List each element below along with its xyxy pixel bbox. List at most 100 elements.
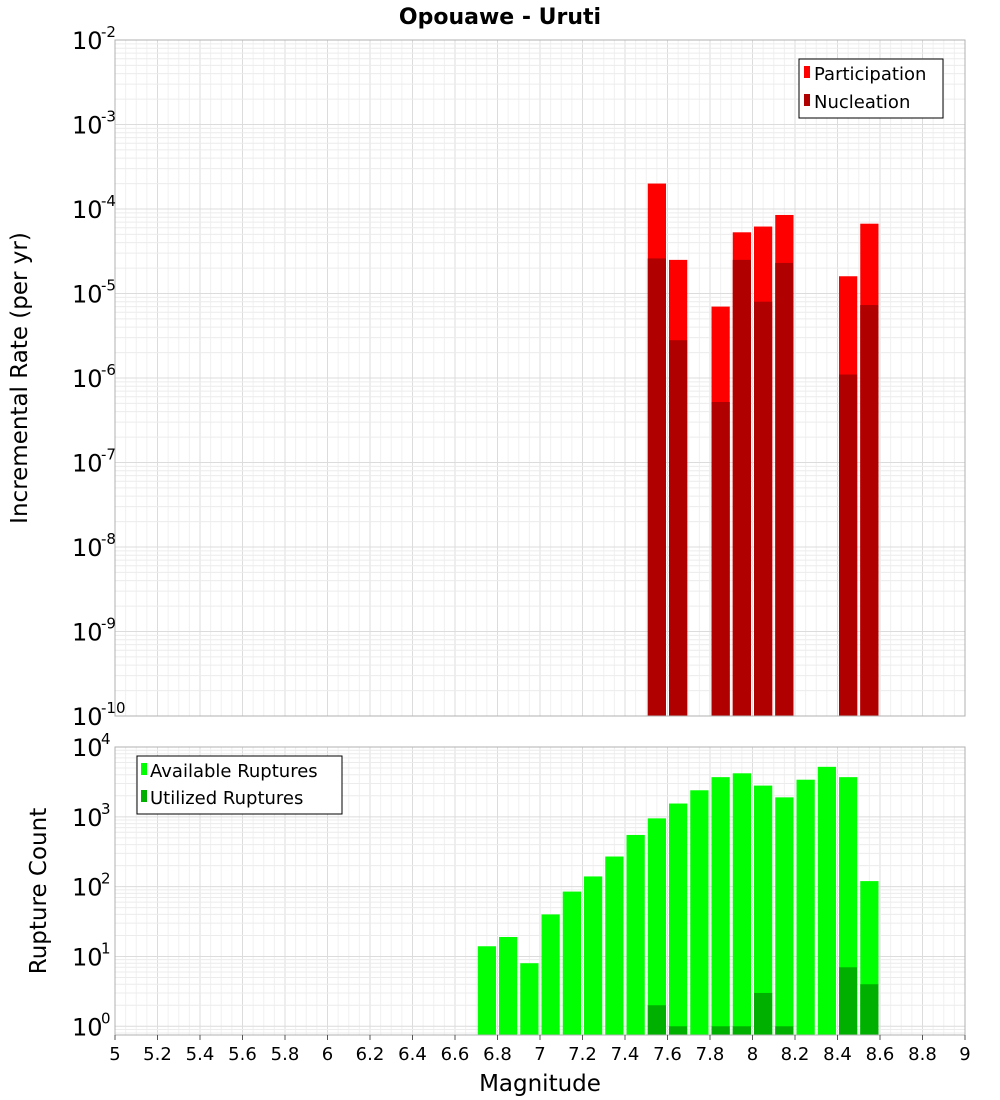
- rate-bar-nucleation: [647, 258, 666, 716]
- count-bar-available-ruptures: [669, 803, 688, 1035]
- x-tick-label: 6: [322, 1044, 333, 1065]
- x-tick-label: 5.6: [228, 1044, 257, 1065]
- rate-y-tick-exponent: -5: [101, 277, 116, 295]
- x-tick-label: 5.8: [271, 1044, 300, 1065]
- count-y-axis-label: Rupture Count: [26, 808, 52, 974]
- count-y-tick-exponent: 1: [101, 939, 111, 957]
- count-y-tick-exponent: 3: [101, 800, 111, 818]
- count-y-tick-label: 10: [72, 1013, 103, 1041]
- rate-legend-box: [798, 58, 944, 119]
- count-bar-utilized-ruptures: [839, 967, 858, 1035]
- rate-y-tick-label: 10: [72, 450, 103, 478]
- rate-y-tick-exponent: -6: [101, 361, 116, 379]
- count-y-tick-label: 10: [72, 804, 103, 832]
- rate-bar-nucleation: [732, 259, 751, 716]
- x-tick-label: 8.6: [866, 1044, 895, 1065]
- x-tick-label: 6.6: [441, 1044, 470, 1065]
- rate-bar-nucleation: [669, 340, 688, 716]
- x-tick-label: 6.8: [483, 1044, 512, 1065]
- legend-label-utilized: Utilized Ruptures: [150, 788, 303, 809]
- count-y-tick-label: 10: [72, 874, 103, 902]
- count-legend: Available Ruptures Utilized Ruptures: [136, 755, 343, 815]
- count-y-tick-exponent: 4: [101, 730, 111, 748]
- x-tick-label: 7.2: [568, 1044, 597, 1065]
- count-y-tick-exponent: 0: [101, 1009, 111, 1027]
- rate-y-tick-label: 10: [72, 112, 103, 140]
- count-bar-available-ruptures: [477, 946, 496, 1035]
- count-y-tick-label: 10: [72, 734, 103, 762]
- count-bar-available-ruptures: [754, 785, 773, 1035]
- rate-plot-border: [114, 39, 966, 717]
- x-tick-label: 6.2: [356, 1044, 385, 1065]
- count-y-tick-label: 10: [72, 943, 103, 971]
- count-bars: [477, 766, 879, 1035]
- chart-title: Opouawe - Uruti: [399, 5, 601, 30]
- legend-swatch-participation: [804, 66, 810, 78]
- rate-bar-nucleation: [839, 374, 858, 716]
- legend-label-nucleation: Nucleation: [814, 92, 910, 113]
- count-bar-available-ruptures: [562, 891, 581, 1035]
- rate-y-tick-exponent: -4: [101, 192, 116, 210]
- x-tick-label: 6.4: [398, 1044, 427, 1065]
- x-tick-label: 7.6: [653, 1044, 682, 1065]
- x-axis-label: Magnitude: [479, 1071, 601, 1097]
- legend-label-participation: Participation: [814, 64, 926, 85]
- count-bar-available-ruptures: [605, 856, 624, 1035]
- count-bar-available-ruptures: [541, 914, 560, 1035]
- legend-swatch-utilized: [141, 790, 147, 802]
- count-bar-available-ruptures: [690, 790, 709, 1035]
- count-bar-available-ruptures: [775, 797, 794, 1035]
- count-x-ticks: 5 5.2 5.4 5.6 5.8 6 6.2 6.4 6.6 6.8 7 7.2 7.4 7.6 7.8 8…: [109, 1035, 971, 1065]
- rate-y-tick-exponent: -9: [101, 615, 116, 633]
- rate-y-tick-exponent: -2: [101, 23, 116, 41]
- rate-y-tick-label: 10: [72, 365, 103, 393]
- count-bar-available-ruptures: [520, 963, 539, 1035]
- count-bar-available-ruptures: [626, 834, 645, 1035]
- count-bar-utilized-ruptures: [711, 1026, 730, 1035]
- count-bar-utilized-ruptures: [669, 1026, 688, 1035]
- count-bar-available-ruptures: [796, 779, 815, 1035]
- rate-y-tick-exponent: -7: [101, 446, 116, 464]
- rate-y-tick-label: 10: [72, 196, 103, 224]
- count-bar-utilized-ruptures: [647, 1005, 666, 1035]
- legend-swatch-available: [141, 763, 147, 775]
- x-tick-label: 9: [959, 1044, 970, 1065]
- x-tick-label: 7.8: [696, 1044, 725, 1065]
- rate-legend: Participation Nucleation: [798, 58, 944, 119]
- count-y-tick-exponent: 2: [101, 870, 111, 888]
- count-bar-utilized-ruptures: [732, 1026, 751, 1035]
- rate-bar-nucleation: [711, 401, 730, 716]
- x-tick-label: 7: [534, 1044, 545, 1065]
- legend-swatch-nucleation: [804, 94, 810, 106]
- x-tick-label: 8.8: [908, 1044, 937, 1065]
- legend-label-available: Available Ruptures: [150, 761, 318, 782]
- count-bar-available-ruptures: [647, 818, 666, 1035]
- rate-bar-nucleation: [775, 262, 794, 716]
- count-bar-utilized-ruptures: [860, 984, 879, 1035]
- rate-y-axis-label: Incremental Rate (per yr): [7, 232, 33, 524]
- count-bar-utilized-ruptures: [775, 1026, 794, 1035]
- rate-y-tick-label: 10: [72, 534, 103, 562]
- rate-bar-nucleation: [754, 301, 773, 716]
- rate-y-tick-exponent: -3: [101, 108, 116, 126]
- x-tick-label: 5.4: [186, 1044, 215, 1065]
- rate-y-tick-label: 10: [72, 281, 103, 309]
- count-bar-utilized-ruptures: [754, 992, 773, 1035]
- x-tick-label: 8.4: [823, 1044, 852, 1065]
- x-tick-label: 5.2: [143, 1044, 172, 1065]
- count-bar-available-ruptures: [817, 766, 836, 1035]
- x-tick-label: 5: [109, 1044, 120, 1065]
- rate-y-tick-exponent: -8: [101, 530, 116, 548]
- rate-y-tick-label: 10: [72, 27, 103, 55]
- x-tick-label: 8: [747, 1044, 758, 1065]
- count-legend-box: [136, 755, 343, 815]
- count-bar-available-ruptures: [584, 876, 603, 1035]
- count-bar-available-ruptures: [711, 777, 730, 1035]
- rate-y-tick-exponent: -10: [101, 699, 126, 717]
- x-tick-label: 7.4: [611, 1044, 640, 1065]
- rate-bar-nucleation: [860, 305, 879, 716]
